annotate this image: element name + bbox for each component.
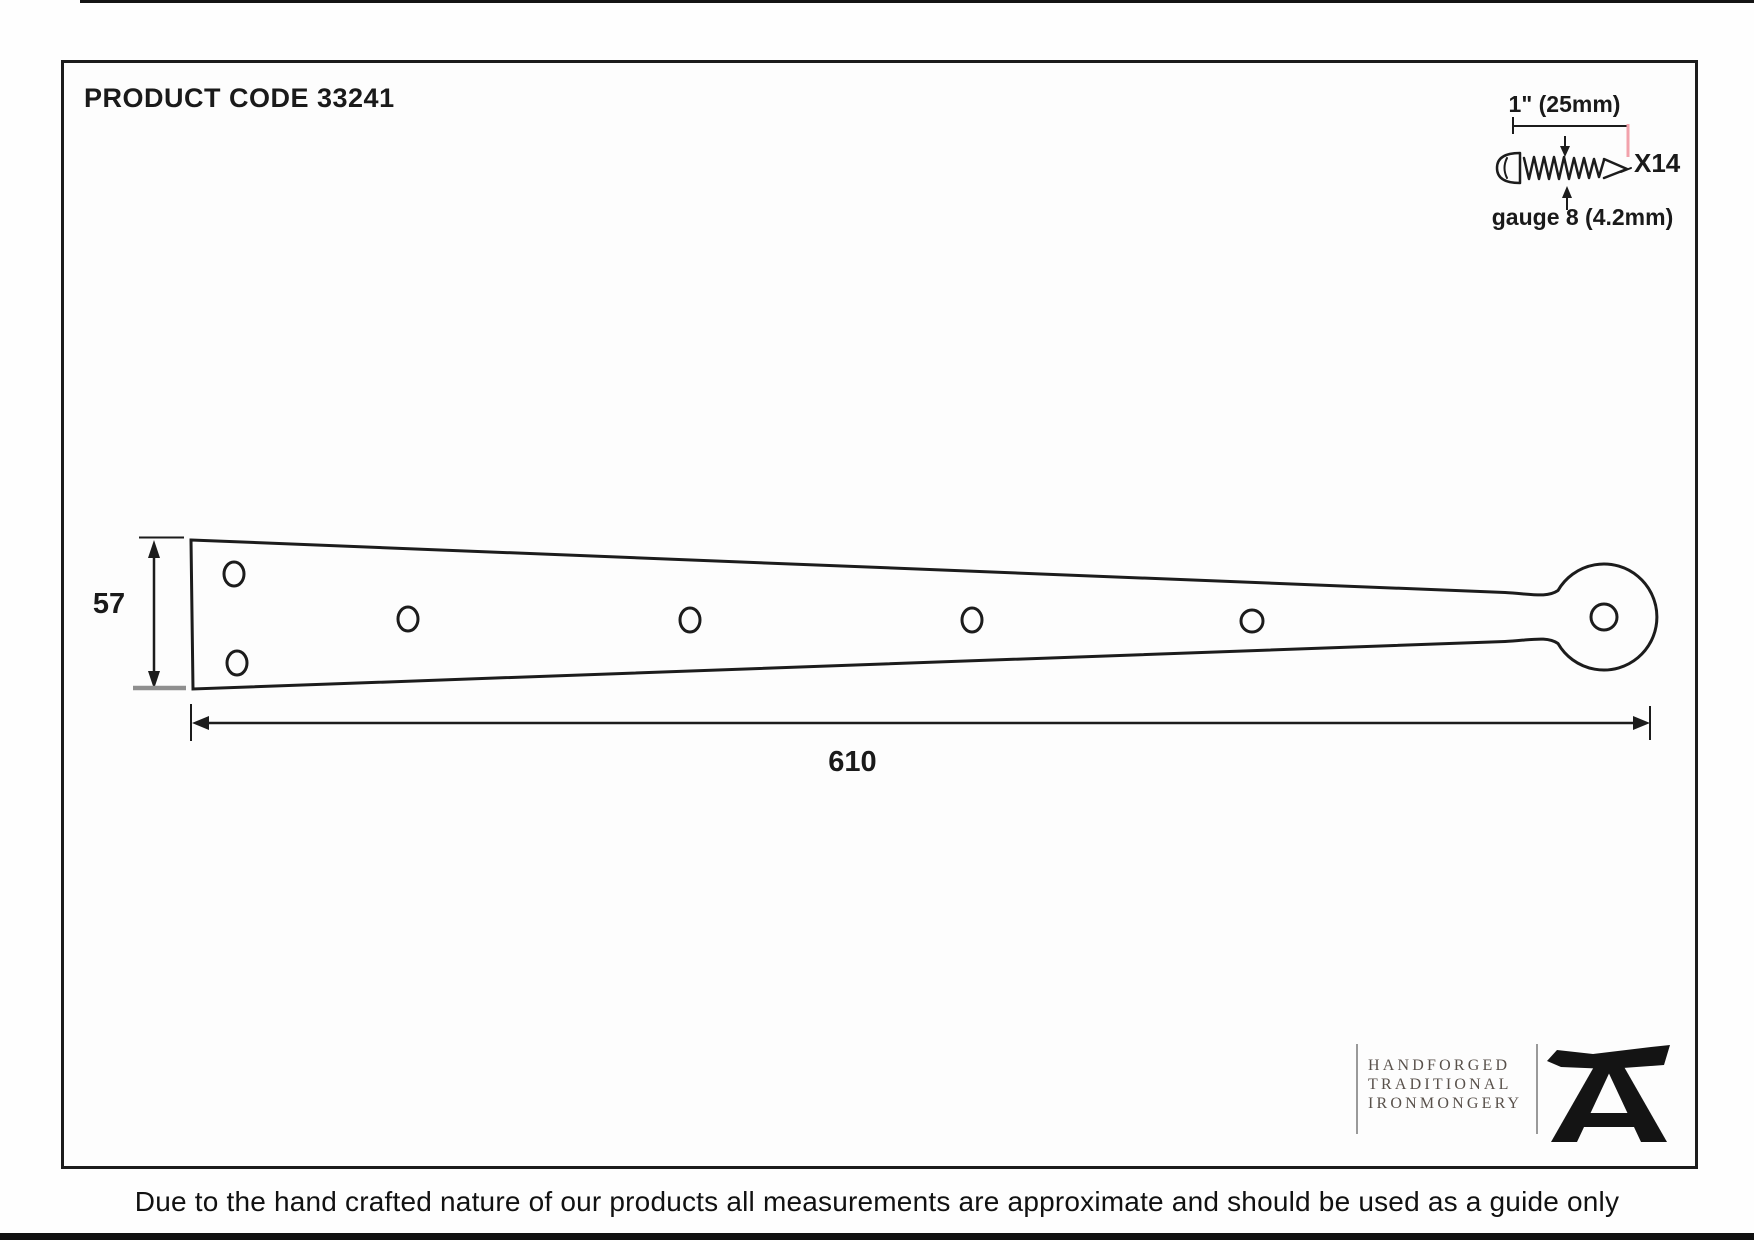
hole <box>678 606 702 634</box>
screw-gauge-label: gauge 8 (4.2mm) <box>1491 204 1674 230</box>
length-dimension-label: 610 <box>828 746 877 778</box>
hinge-screw-holes <box>222 560 1619 677</box>
logo-divider-left <box>1356 1044 1358 1134</box>
screw-icon <box>1495 151 1632 185</box>
screw-quantity-label: X14 <box>1634 148 1681 178</box>
hole <box>1239 608 1265 634</box>
height-dimension <box>133 536 186 691</box>
screw-length-label: 1" (25mm) <box>1508 91 1621 117</box>
brand-wordmark: HANDFORGED TRADITIONAL IRONMONGERY <box>1368 1056 1538 1113</box>
product-code-label: PRODUCT CODE 33241 <box>84 83 395 113</box>
logo-divider-mid <box>1536 1044 1538 1134</box>
height-dimension-label: 57 <box>92 588 126 620</box>
hole <box>960 606 984 634</box>
brand-line-3: IRONMONGERY <box>1368 1095 1523 1112</box>
anvil-logo-icon <box>1547 1045 1670 1142</box>
hole <box>222 560 246 588</box>
hinge-outline <box>189 538 1659 691</box>
disclaimer-text: Due to the hand crafted nature of our pr… <box>134 1186 1620 1217</box>
bottom-edge-bar <box>0 1233 1754 1240</box>
screw-dimension <box>1512 117 1630 210</box>
top-edge-line <box>80 0 1754 3</box>
hole <box>396 605 420 633</box>
hole <box>225 649 249 677</box>
brand-line-2: TRADITIONAL <box>1368 1076 1512 1093</box>
pivot-hole <box>1589 602 1619 632</box>
length-dimension <box>190 704 1651 741</box>
brand-line-1: HANDFORGED <box>1368 1057 1511 1074</box>
